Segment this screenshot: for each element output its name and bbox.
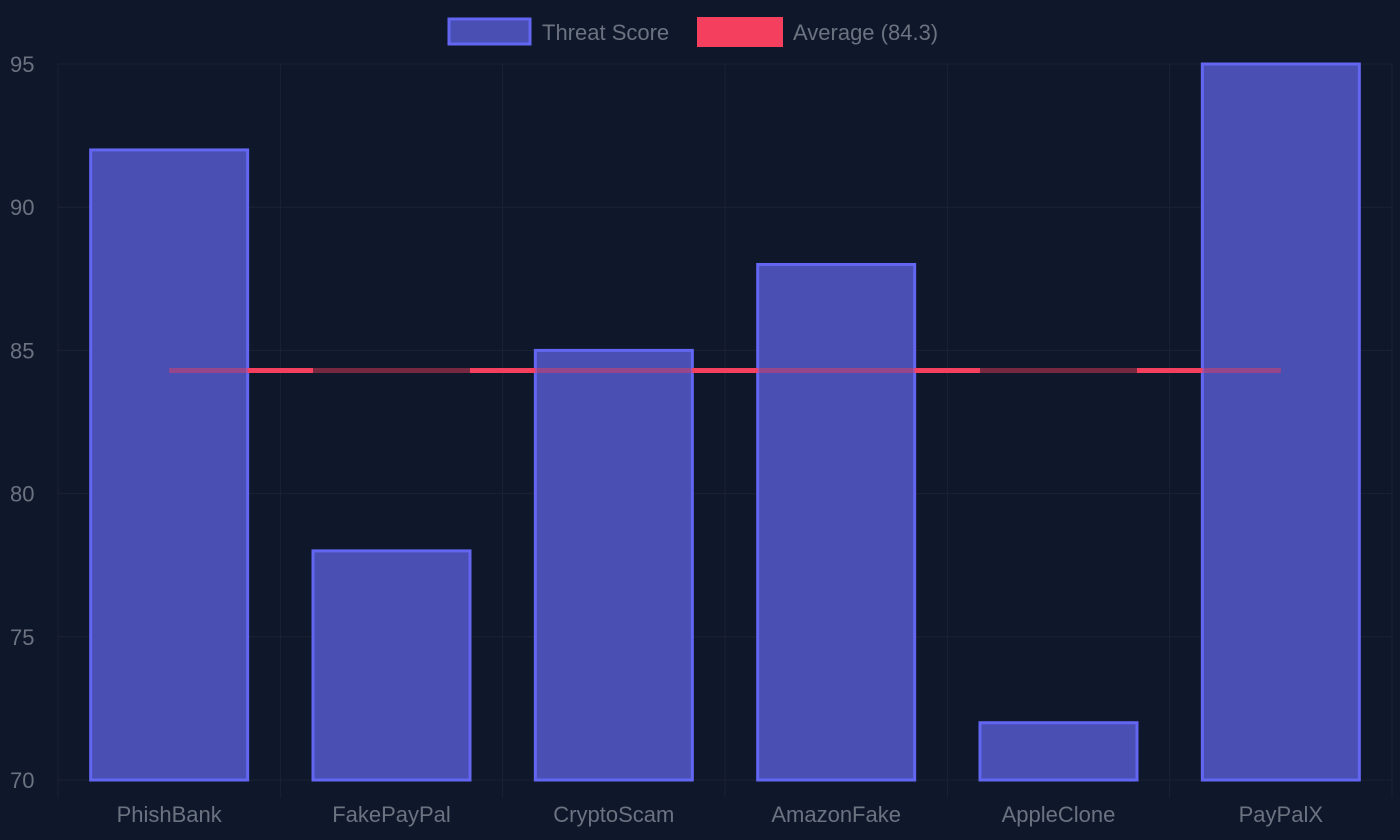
x-axis-labels: PhishBank FakePayPal CryptoScam AmazonFake A…	[117, 802, 1324, 827]
bar-paypalx[interactable]	[1200, 62, 1361, 782]
bar-cryptoscam[interactable]	[533, 348, 694, 782]
bars	[89, 62, 1361, 782]
y-tick-label: 70	[10, 768, 34, 793]
x-tick-label: PhishBank	[117, 802, 223, 827]
bar-amazonfake[interactable]	[756, 262, 917, 782]
y-axis-ticks: 70 75 80 85 90 95	[10, 52, 34, 793]
bar-appleclone[interactable]	[978, 721, 1139, 782]
legend-swatch-average[interactable]	[697, 17, 783, 47]
y-tick-label: 90	[10, 195, 34, 220]
y-tick-label: 85	[10, 338, 34, 363]
y-tick-label: 80	[10, 482, 34, 507]
x-tick-label: AmazonFake	[771, 802, 901, 827]
bar-phishbank[interactable]	[89, 148, 250, 782]
x-tick-label: AppleClone	[1002, 802, 1116, 827]
legend-swatch-threat-score[interactable]	[447, 17, 532, 46]
x-tick-label: FakePayPal	[332, 802, 451, 827]
y-tick-label: 95	[10, 52, 34, 77]
x-tick-label: CryptoScam	[553, 802, 674, 827]
legend-label-threat-score[interactable]: Threat Score	[542, 20, 669, 45]
bar-fakepaypal[interactable]	[311, 549, 472, 782]
y-tick-label: 75	[10, 625, 34, 650]
grid	[57, 63, 1393, 798]
legend[interactable]: Threat Score Average (84.3)	[447, 17, 938, 47]
legend-label-average[interactable]: Average (84.3)	[793, 20, 938, 45]
x-tick-label: PayPalX	[1239, 802, 1324, 827]
